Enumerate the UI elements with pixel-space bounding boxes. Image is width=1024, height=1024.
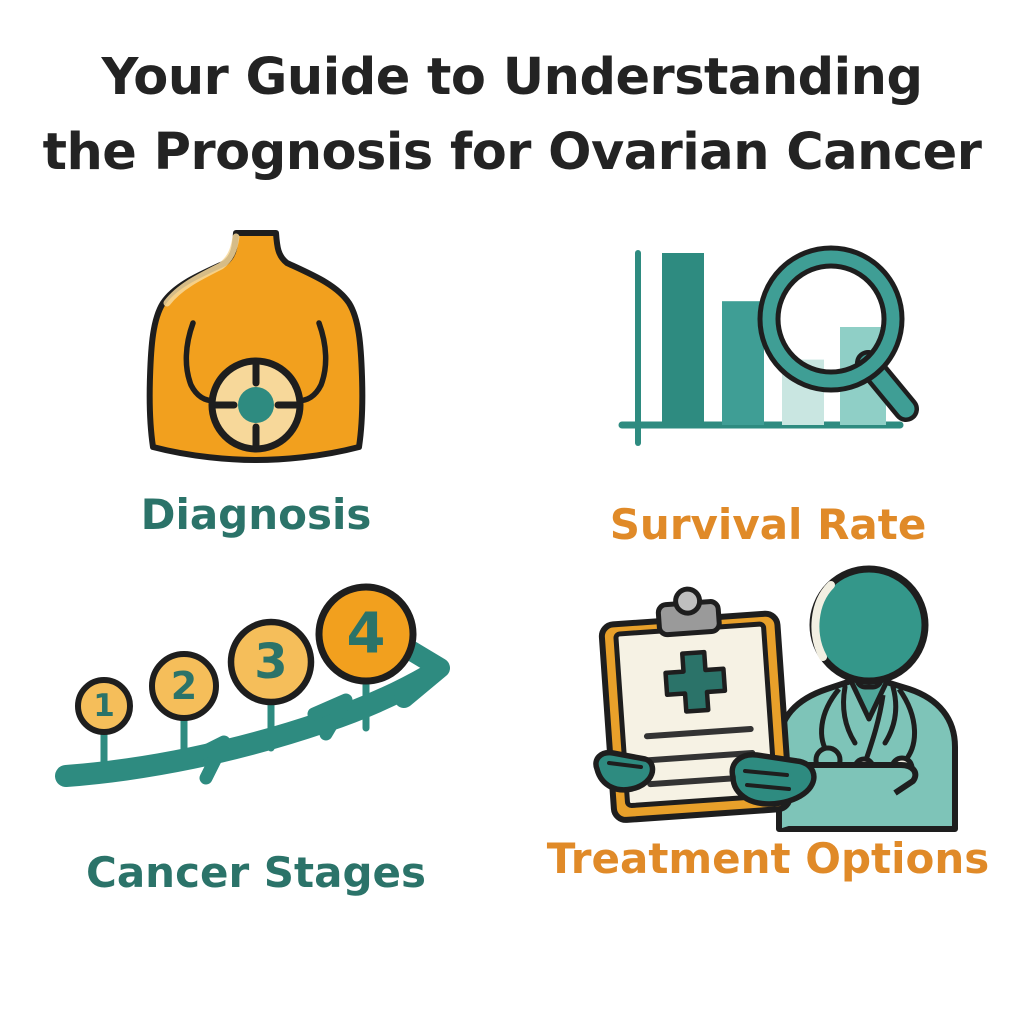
cell-cancer-stages[interactable]: 1 2 3 4 Cancer Stages <box>0 568 512 948</box>
stages-arrow-shaft <box>55 665 439 787</box>
torso-highlight <box>163 233 240 307</box>
page-title-line-1: Your Guide to Understanding <box>101 48 923 107</box>
stage-circle-2 <box>149 651 219 721</box>
treatment-options-art <box>512 565 1024 832</box>
cell-survival-rate[interactable]: Survival Rate <box>512 200 1024 580</box>
clipboard-text-line-2 <box>645 749 756 763</box>
cell-label-treatment-options: Treatment Options <box>546 834 990 883</box>
stages-arrow-head <box>390 634 450 708</box>
target-center-dot <box>238 387 274 423</box>
torso-target-icon <box>146 230 366 463</box>
clipboard-cross-icon <box>663 649 728 714</box>
page-title-line-2: the Prognosis for Ovarian Cancer <box>42 123 982 183</box>
doctor-lapel-left <box>840 684 858 745</box>
stages-arrow-icon: 1 2 3 4 <box>55 583 450 787</box>
doctor-hand-left <box>593 749 656 792</box>
icon-grid: Diagnosis <box>0 200 1024 960</box>
cell-label-cancer-stages: Cancer Stages <box>86 848 426 897</box>
doctor-lapel-right <box>882 684 899 745</box>
cell-treatment-options[interactable]: Treatment Options <box>512 565 1024 948</box>
stage-circle-3 <box>227 618 315 706</box>
clipboard-clip-knob <box>673 586 703 616</box>
magnifier-ring-edge-outer <box>757 245 905 393</box>
doctor-head-highlight <box>811 580 835 661</box>
clipboard-text-line-3 <box>647 774 742 787</box>
cell-label-survival-rate: Survival Rate <box>609 500 927 549</box>
stage-number-3: 3 <box>254 634 287 690</box>
bar-chart-magnifier-icon <box>618 245 919 446</box>
stage-circle-1 <box>75 677 133 735</box>
magnifier-ring <box>762 250 900 388</box>
torso-arm-left <box>183 320 218 404</box>
stages-arrow-notch-1 <box>189 735 231 785</box>
stage-number-1: 1 <box>93 688 115 724</box>
cell-diagnosis[interactable]: Diagnosis <box>0 200 512 580</box>
doctor-hand-left-fingers <box>607 760 643 769</box>
stage-number-2: 2 <box>171 664 197 708</box>
diagnosis-art <box>0 214 512 476</box>
stage-circle-4 <box>315 583 417 685</box>
cancer-stages-art: 1 2 3 4 <box>0 574 512 836</box>
doctor-clipboard-icon <box>593 565 958 832</box>
cell-label-diagnosis: Diagnosis <box>140 490 372 539</box>
magnifier-ring-edge-inner <box>775 263 887 375</box>
torso-arm-right <box>294 320 329 404</box>
chart-bar-1 <box>662 253 704 425</box>
doctor-hand-right-fingers <box>743 768 791 791</box>
chart-bar-2 <box>722 301 764 425</box>
survival-rate-art <box>512 222 1024 484</box>
stages-arrow-notch-2 <box>307 693 353 741</box>
stage-number-4: 4 <box>347 602 386 667</box>
page-title: Your Guide to Understanding the Prognosi… <box>0 40 1024 191</box>
doctor-hand-right <box>729 751 817 807</box>
clipboard-text-line-1 <box>643 725 754 739</box>
